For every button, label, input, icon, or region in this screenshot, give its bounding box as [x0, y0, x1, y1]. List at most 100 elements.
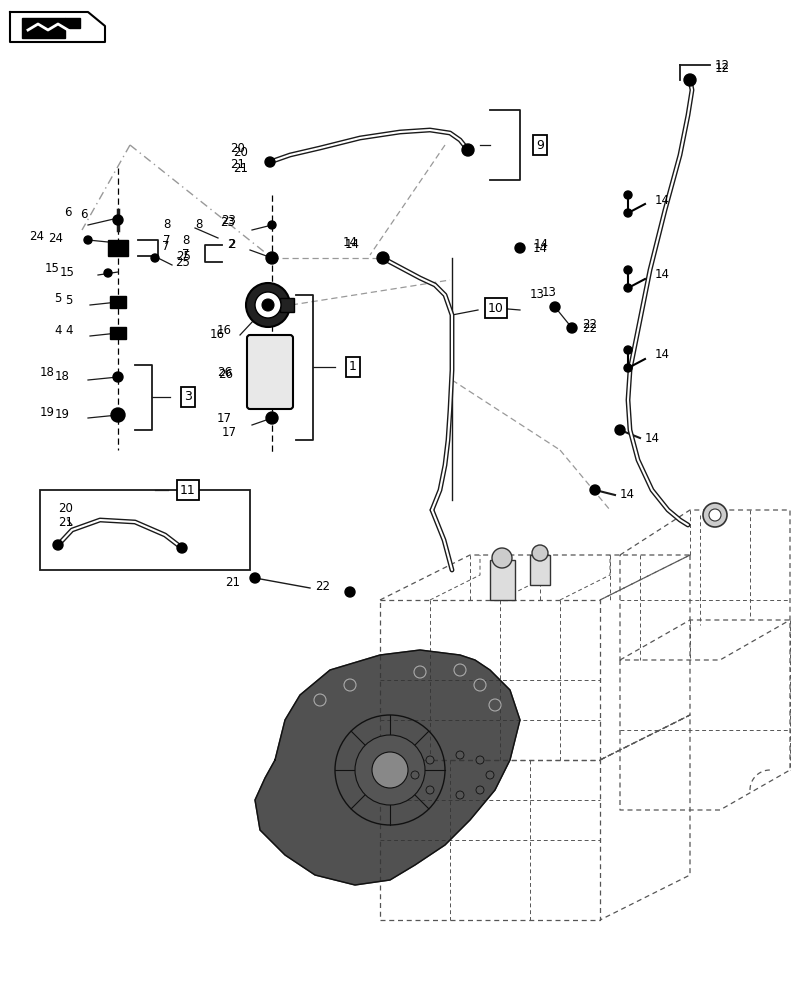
- Text: 18: 18: [55, 369, 70, 382]
- Circle shape: [475, 786, 483, 794]
- Text: 20: 20: [58, 502, 73, 514]
- Circle shape: [345, 587, 354, 597]
- Circle shape: [376, 252, 388, 264]
- Circle shape: [268, 221, 276, 229]
- Circle shape: [623, 284, 631, 292]
- Circle shape: [262, 299, 273, 311]
- Text: 21: 21: [230, 158, 245, 171]
- Circle shape: [708, 509, 720, 521]
- Bar: [530, 555, 549, 585]
- Circle shape: [104, 269, 112, 277]
- Text: 7: 7: [162, 240, 169, 253]
- Circle shape: [266, 252, 277, 264]
- Circle shape: [683, 74, 695, 86]
- Text: 14: 14: [654, 194, 669, 207]
- Text: 18: 18: [40, 366, 55, 379]
- Circle shape: [426, 786, 433, 794]
- Text: 22: 22: [315, 580, 329, 592]
- Text: 4: 4: [54, 324, 62, 336]
- Circle shape: [354, 735, 424, 805]
- Text: 2: 2: [228, 237, 236, 250]
- Text: 5: 5: [54, 292, 62, 306]
- Circle shape: [53, 540, 63, 550]
- Circle shape: [623, 346, 631, 354]
- Text: 9: 9: [535, 139, 543, 152]
- Text: 23: 23: [221, 214, 236, 227]
- Circle shape: [590, 485, 599, 495]
- Text: 7: 7: [163, 233, 170, 246]
- Text: 25: 25: [175, 256, 190, 269]
- Bar: [489, 560, 514, 600]
- Circle shape: [702, 503, 726, 527]
- Circle shape: [113, 372, 122, 382]
- Text: 13: 13: [541, 286, 556, 298]
- Polygon shape: [65, 18, 80, 28]
- Text: 14: 14: [654, 349, 669, 361]
- Circle shape: [486, 771, 493, 779]
- Text: 22: 22: [581, 318, 596, 330]
- Polygon shape: [10, 12, 105, 42]
- Text: 15: 15: [60, 265, 75, 278]
- Text: 15: 15: [45, 261, 60, 274]
- Text: 14: 14: [644, 432, 659, 444]
- Text: 7: 7: [182, 248, 190, 261]
- Text: 25: 25: [176, 249, 191, 262]
- Circle shape: [426, 756, 433, 764]
- Circle shape: [246, 283, 290, 327]
- Text: 24: 24: [29, 230, 44, 242]
- Circle shape: [111, 408, 125, 422]
- Bar: [40, 490, 250, 570]
- Text: 19: 19: [55, 408, 70, 422]
- Circle shape: [623, 266, 631, 274]
- Text: 14: 14: [532, 241, 547, 254]
- Text: 19: 19: [40, 406, 55, 418]
- Text: 1: 1: [349, 360, 357, 373]
- Text: 6: 6: [64, 206, 72, 219]
- Bar: [280, 298, 294, 312]
- Circle shape: [475, 756, 483, 764]
- Circle shape: [549, 302, 560, 312]
- Text: 21: 21: [58, 516, 73, 528]
- Circle shape: [614, 425, 624, 435]
- Text: 6: 6: [80, 209, 88, 222]
- Circle shape: [177, 543, 187, 553]
- Text: 14: 14: [534, 237, 548, 250]
- Circle shape: [623, 209, 631, 217]
- Circle shape: [456, 791, 463, 799]
- Text: 8: 8: [195, 219, 202, 232]
- Circle shape: [113, 215, 122, 225]
- Bar: [109, 296, 126, 308]
- Circle shape: [566, 323, 577, 333]
- Text: 21: 21: [225, 576, 240, 589]
- Circle shape: [151, 254, 159, 262]
- Text: 11: 11: [180, 484, 195, 496]
- Text: 26: 26: [217, 365, 232, 378]
- Text: 14: 14: [654, 268, 669, 282]
- Circle shape: [461, 144, 474, 156]
- Text: 20: 20: [230, 142, 245, 155]
- Text: 12: 12: [714, 59, 729, 72]
- Circle shape: [514, 243, 525, 253]
- Circle shape: [410, 771, 418, 779]
- Text: 26: 26: [217, 368, 233, 381]
- Text: 5: 5: [65, 294, 72, 306]
- Circle shape: [456, 751, 463, 759]
- Text: 17: 17: [221, 426, 237, 438]
- Polygon shape: [255, 650, 519, 885]
- Bar: [108, 240, 128, 256]
- Circle shape: [491, 548, 512, 568]
- Text: 22: 22: [581, 322, 596, 334]
- Text: 14: 14: [345, 238, 359, 251]
- Text: 4: 4: [65, 324, 72, 336]
- Text: 20: 20: [233, 146, 247, 159]
- Circle shape: [255, 292, 281, 318]
- Circle shape: [264, 157, 275, 167]
- Circle shape: [250, 573, 260, 583]
- Text: 16: 16: [210, 328, 225, 340]
- Text: 23: 23: [220, 216, 234, 229]
- Circle shape: [623, 191, 631, 199]
- Circle shape: [531, 545, 547, 561]
- Text: 12: 12: [714, 62, 729, 75]
- Text: 14: 14: [620, 488, 634, 502]
- Polygon shape: [22, 18, 65, 38]
